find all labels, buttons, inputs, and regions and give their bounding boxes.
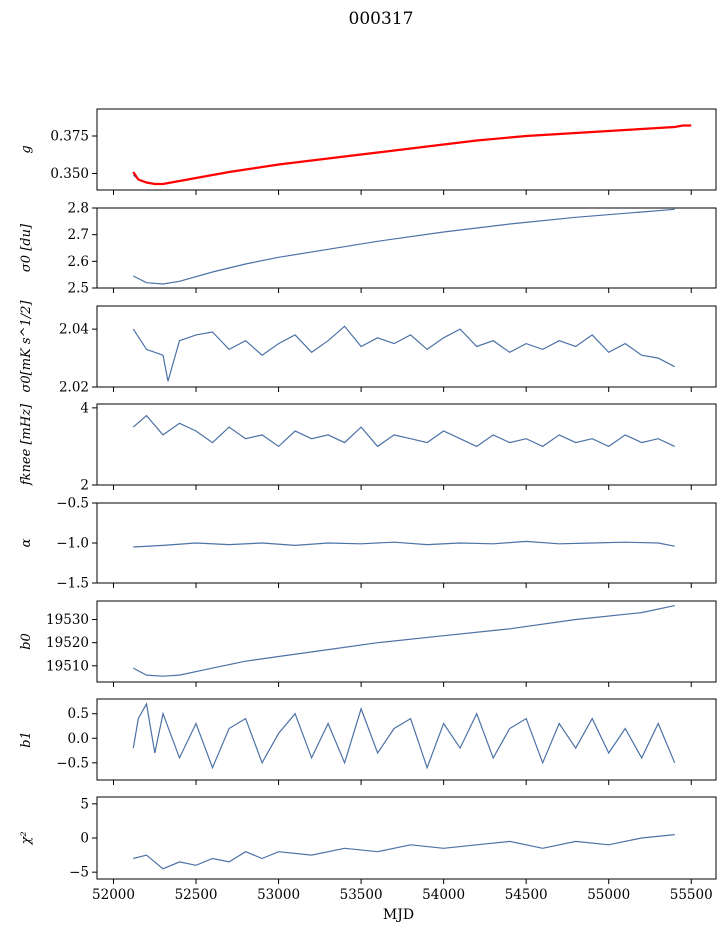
x-tick-label: 53500 bbox=[340, 887, 383, 903]
y-tick-label: 2.7 bbox=[68, 227, 89, 243]
x-axis-label: MJD bbox=[383, 907, 414, 923]
y-tick-label: 19520 bbox=[46, 635, 89, 651]
y-tick-label: −0.5 bbox=[56, 496, 89, 512]
axes-frame bbox=[96, 305, 717, 388]
y-tick-label: 2.04 bbox=[59, 322, 89, 338]
axes-frame bbox=[96, 796, 717, 880]
y-tick-label: 0.375 bbox=[50, 129, 89, 145]
series-line-1 bbox=[132, 702, 676, 770]
panel-7: −0.5 0.0 0.5 b1 bbox=[19, 698, 717, 785]
panels: 0.350 0.375 g 2.5 2.6 2.7 2.8 σ0 [du] 2.02 2.04 σ0… bbox=[19, 108, 717, 923]
y-axis-label: σ0[mK s^1/2] bbox=[19, 300, 34, 393]
panel-4: 2 4 fknee [mHz] bbox=[19, 400, 717, 494]
panel-3: 2.02 2.04 σ0[mK s^1/2] bbox=[19, 300, 717, 396]
series-line-1 bbox=[133, 208, 675, 285]
axes-frame bbox=[96, 698, 717, 781]
panel-1: 0.350 0.375 g bbox=[19, 108, 717, 195]
series-line-1 bbox=[132, 325, 675, 382]
y-tick-label: 4 bbox=[80, 400, 89, 416]
x-tick-label: 53000 bbox=[257, 887, 300, 903]
series-line-1 bbox=[133, 834, 675, 870]
y-tick-label: 0 bbox=[80, 831, 89, 847]
x-tick-label: 55000 bbox=[587, 887, 630, 903]
y-tick-label: 2.6 bbox=[68, 254, 89, 270]
axes-frame bbox=[96, 108, 717, 191]
y-axis-label: fknee [mHz] bbox=[19, 403, 34, 486]
axes-frame bbox=[96, 403, 717, 486]
panel-8: −5 0 5 52000 52500 53000 53500 54000 54500 55000 5… bbox=[19, 796, 717, 923]
series-line-1 bbox=[133, 540, 675, 548]
y-tick-label: −1.0 bbox=[56, 536, 89, 552]
panel-6: 19510 19520 19530 b0 bbox=[19, 600, 717, 687]
x-tick-label: 52000 bbox=[92, 887, 135, 903]
x-tick-label: 55500 bbox=[670, 887, 713, 903]
y-axis-label: b0 bbox=[19, 633, 34, 650]
x-tick-label: 52500 bbox=[175, 887, 218, 903]
x-tick-label: 54000 bbox=[422, 887, 465, 903]
y-tick-label: 2.8 bbox=[68, 201, 89, 217]
y-tick-label: −5 bbox=[69, 865, 89, 881]
panel-2: 2.5 2.6 2.7 2.8 σ0 [du] bbox=[19, 201, 717, 297]
y-axis-label: σ0 [du] bbox=[19, 223, 34, 272]
y-tick-label: 19530 bbox=[46, 612, 89, 628]
y-axis-label: χ² bbox=[19, 831, 34, 845]
series-line-1 bbox=[132, 414, 675, 448]
y-tick-label: 19510 bbox=[46, 658, 89, 674]
x-tick-label: 54500 bbox=[505, 887, 548, 903]
y-tick-label: 0.5 bbox=[68, 706, 89, 722]
y-tick-label: −0.5 bbox=[56, 755, 89, 771]
figure-title: 000317 bbox=[349, 9, 414, 29]
y-tick-label: 2 bbox=[80, 478, 89, 494]
y-axis-label: α bbox=[19, 538, 34, 547]
axes-frame bbox=[96, 207, 717, 289]
y-tick-label: −1.5 bbox=[56, 576, 89, 592]
series-line-2 bbox=[132, 124, 692, 186]
y-tick-label: 5 bbox=[80, 796, 89, 812]
y-tick-label: 2.5 bbox=[68, 281, 89, 297]
y-tick-label: 2.02 bbox=[59, 380, 89, 396]
y-tick-label: 0.350 bbox=[50, 166, 89, 182]
panel-5: −1.5 −1.0 −0.5 α bbox=[19, 496, 717, 592]
y-tick-label: 0.0 bbox=[68, 731, 89, 747]
y-axis-label: g bbox=[19, 145, 34, 153]
y-axis-label: b1 bbox=[19, 731, 34, 748]
axes-frame bbox=[96, 600, 717, 683]
series-line-1 bbox=[133, 605, 675, 677]
